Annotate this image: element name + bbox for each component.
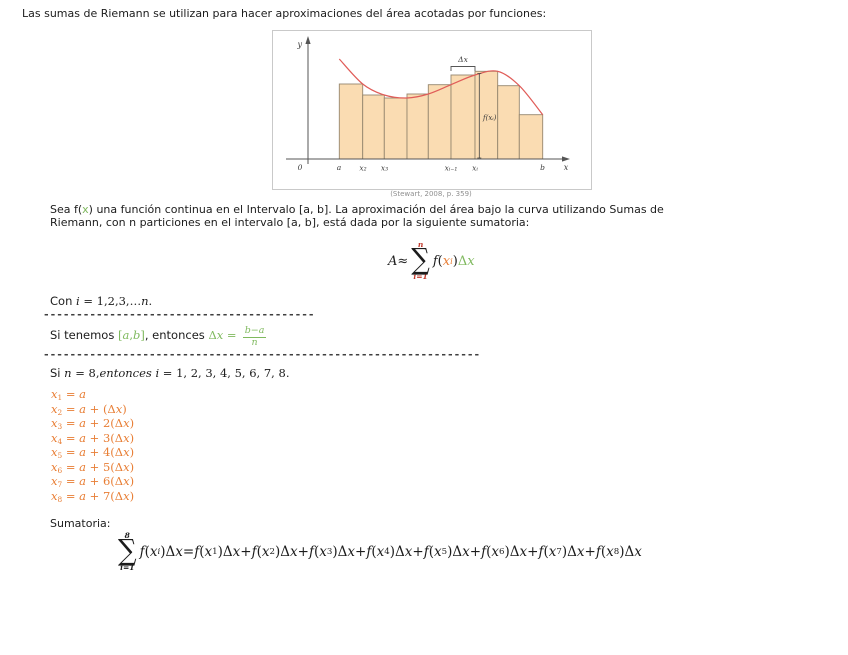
- x-equation-1: x1 = a: [51, 387, 86, 403]
- riemann-bar: [518, 114, 544, 160]
- expanded-summation-symbol: 8 ∑ i=1: [118, 531, 137, 573]
- label-x: x: [564, 163, 569, 172]
- paragraph-line-1: Sea f(x) una función continua en el Inte…: [50, 203, 664, 216]
- label-xi-minus-1: xᵢ₋₁: [445, 164, 458, 173]
- delta-x-label: Δx: [457, 55, 468, 64]
- x-equation-5: x5 = a + 4(Δx): [51, 445, 135, 461]
- body-paragraph: Sea f(x) una función continua en el Inte…: [50, 203, 820, 230]
- x-axis-arrow: [562, 156, 570, 162]
- divider-short: ----------------------------------------…: [43, 308, 315, 321]
- formula-lhs: A ≈: [388, 253, 409, 269]
- y-axis-arrow: [305, 36, 311, 44]
- intro-text: Las sumas de Riemann se utilizan para ha…: [22, 7, 546, 20]
- expanded-sigma-glyph: ∑: [118, 534, 137, 568]
- x-equation-6: x6 = a + 5(Δx): [51, 459, 135, 475]
- figure-curve: [338, 58, 544, 116]
- figure-plot-svg: Δx f(xᵢ) y x 0 a x₂ x₃ xᵢ₋₁ xᵢ b: [286, 36, 570, 173]
- x-equation-2: x2 = a + (Δx): [51, 401, 127, 417]
- sumatoria-label: Sumatoria:: [50, 517, 111, 530]
- x-equation-3: x3 = a + 2(Δx): [51, 416, 135, 432]
- fxi-measure-line: [477, 73, 482, 159]
- riemann-bar: [383, 97, 408, 160]
- intro-text-content: Las sumas de Riemann se utilizan para ha…: [22, 7, 547, 20]
- riemann-bar: [450, 74, 476, 160]
- riemann-bar: [406, 93, 429, 160]
- sum-lower-limit: i=1: [413, 272, 428, 282]
- figure-bars: [338, 70, 544, 160]
- riemann-bar: [497, 85, 520, 160]
- summation-symbol: n ∑ i=1: [411, 240, 430, 282]
- label-x3: x₃: [381, 164, 388, 173]
- expanded-sum-formula: 8 ∑ i=1 f(x i)Δ x = f(x 1)Δ x + f(x 2)Δ x + f(…: [115, 531, 642, 573]
- sigma-glyph: ∑: [411, 243, 430, 277]
- x-equation-7: x7 = a + 6(Δx): [51, 474, 135, 490]
- figure-citation: (Stewart, 2008, p. 359): [390, 190, 472, 198]
- label-x2: x₂: [359, 164, 366, 173]
- x-equation-4: x4 = a + 3(Δx): [51, 430, 135, 446]
- label-origin: 0: [298, 163, 303, 172]
- expanded-sum-upper-limit: 8: [124, 531, 130, 540]
- fxi-label: f(xᵢ): [482, 114, 497, 122]
- expanded-sum-lower-limit: i=1: [120, 563, 135, 573]
- label-y: y: [296, 40, 302, 49]
- expanded-formula-terms: f(x i)Δ x = f(x 1)Δ x + f(x 2)Δ x + f(x 3)Δ x + …: [139, 544, 642, 561]
- delta-x-bracket: [450, 66, 476, 71]
- divider-long: ----------------------------------------…: [43, 348, 481, 361]
- label-a: a: [337, 163, 341, 172]
- sum-upper-limit: n: [417, 240, 424, 249]
- label-xi: xᵢ: [472, 164, 478, 173]
- riemann-figure: Δx f(xᵢ) y x 0 a x₂ x₃ xᵢ₋₁ xᵢ b: [272, 30, 592, 190]
- paragraph-line-2: Riemann, con n particiones en el interva…: [50, 215, 530, 229]
- label-b: b: [540, 163, 545, 172]
- si-n8-line: Si n = 8,entonces i = 1, 2, 3, 4, 5, 6, …: [50, 366, 290, 380]
- riemann-bar: [338, 83, 364, 160]
- riemann-bar: [362, 94, 385, 160]
- con-i-line: Con i = 1,2,3,…n.: [50, 294, 153, 308]
- x-equations: x1 = a x2 = a + (Δx) x3 = a + 2(Δx) x4 =…: [51, 387, 135, 504]
- riemann-bar: [427, 84, 452, 160]
- x-equation-8: x8 = a + 7(Δx): [51, 488, 135, 504]
